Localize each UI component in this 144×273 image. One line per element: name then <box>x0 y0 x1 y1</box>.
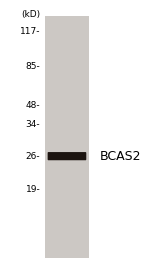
Text: 117-: 117- <box>20 27 40 36</box>
Text: 48-: 48- <box>26 101 40 109</box>
FancyBboxPatch shape <box>48 152 86 160</box>
Text: 34-: 34- <box>26 120 40 129</box>
Text: BCAS2: BCAS2 <box>99 150 141 163</box>
Text: 19-: 19- <box>26 185 40 194</box>
Text: 26-: 26- <box>26 153 40 161</box>
Bar <box>45 16 89 258</box>
Text: 85-: 85- <box>26 63 40 71</box>
Text: (kD): (kD) <box>21 10 40 19</box>
